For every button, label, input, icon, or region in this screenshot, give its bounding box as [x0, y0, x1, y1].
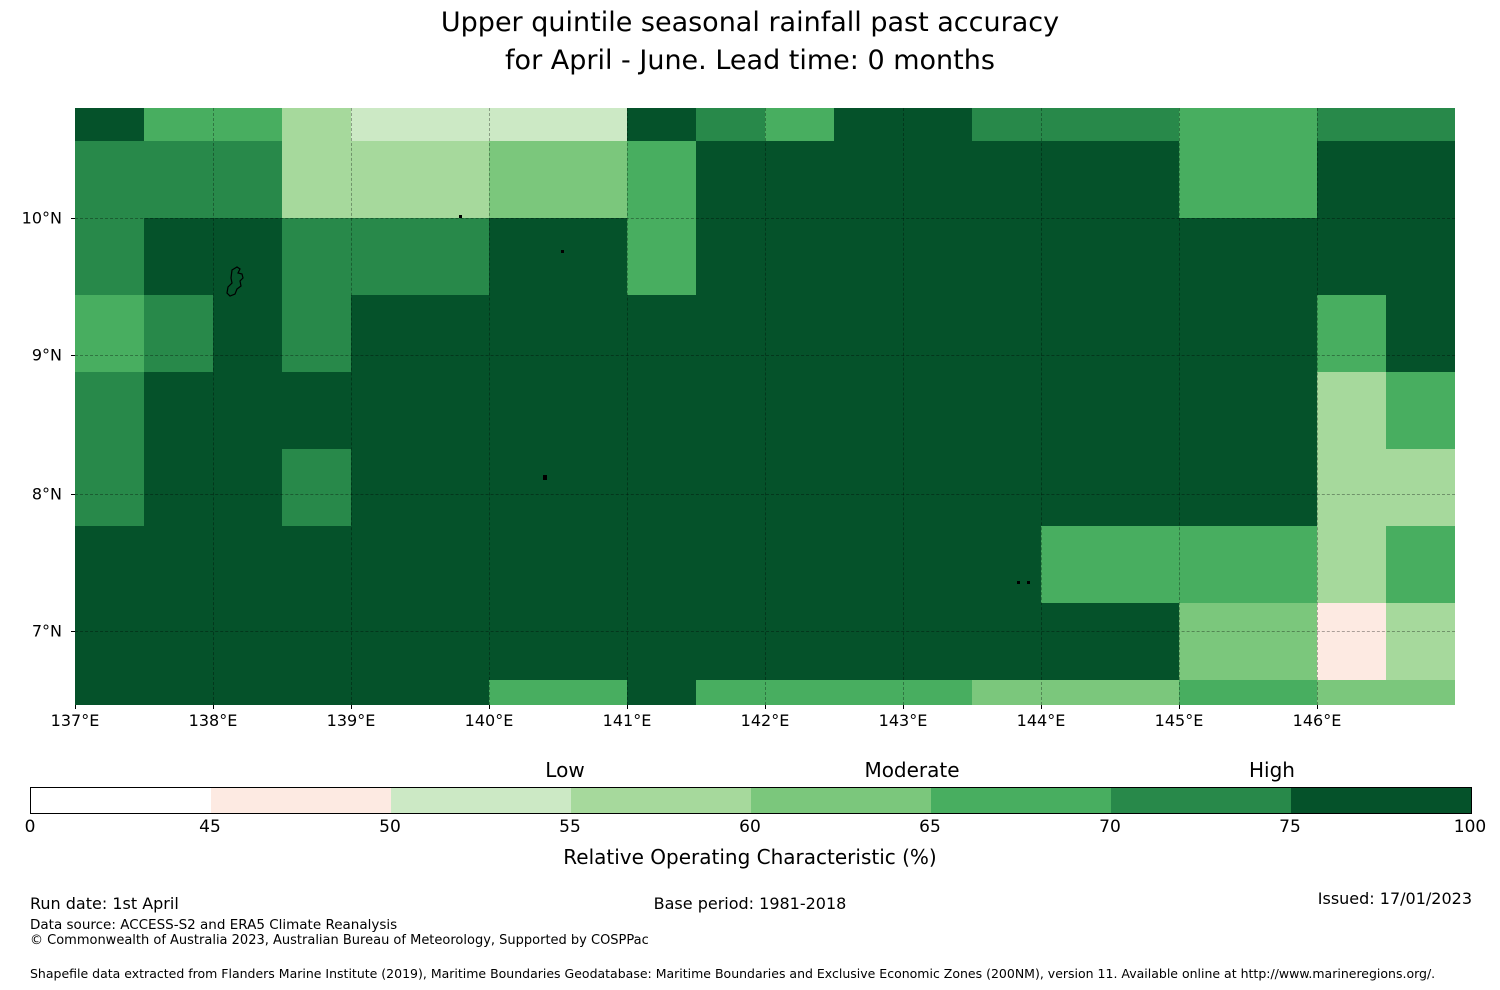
footer-copyright: © Commonwealth of Australia 2023, Austra… [30, 933, 649, 948]
footer-base-period: Base period: 1981-2018 [0, 894, 1500, 913]
colorbar-segment [1291, 788, 1471, 813]
x-tick-mark [213, 705, 214, 709]
island-mark [1017, 581, 1020, 584]
x-tick-mark [903, 705, 904, 709]
x-tick-label: 139°E [327, 711, 376, 730]
colorbar [30, 787, 1472, 814]
y-tick-mark [71, 494, 75, 495]
x-tick-label: 140°E [465, 711, 514, 730]
chart-title-line2: for April - June. Lead time: 0 months [0, 44, 1500, 78]
colorbar-tick-label: 100 [1454, 817, 1486, 837]
island-mark [561, 250, 564, 253]
y-tick-mark [71, 218, 75, 219]
x-tick-mark [1041, 705, 1042, 709]
colorbar-tick-label: 0 [25, 817, 36, 837]
colorbar-segment [31, 788, 211, 813]
x-tick-label: 144°E [1017, 711, 1066, 730]
x-tick-mark [765, 705, 766, 709]
x-tick-label: 141°E [603, 711, 652, 730]
colorbar-segment [211, 788, 391, 813]
chart-figure: Upper quintile seasonal rainfall past ac… [0, 0, 1500, 990]
palau-main-island [227, 267, 243, 296]
colorbar-tick-label: 45 [199, 817, 221, 837]
x-tick-label: 137°E [51, 711, 100, 730]
footer-shapefile-note: Shapefile data extracted from Flanders M… [30, 966, 1435, 981]
colorbar-category-low: Low [545, 758, 584, 782]
x-tick-label: 142°E [741, 711, 790, 730]
colorbar-category-moderate: Moderate [864, 758, 959, 782]
island-mark [459, 215, 462, 218]
y-tick-label: 9°N [8, 346, 62, 365]
colorbar-tick-label: 50 [379, 817, 401, 837]
chart-title-line1: Upper quintile seasonal rainfall past ac… [0, 6, 1500, 40]
colorbar-segment [931, 788, 1111, 813]
colorbar-tick-label: 70 [1099, 817, 1121, 837]
colorbar-segment [391, 788, 571, 813]
colorbar-tick-label: 60 [739, 817, 761, 837]
colorbar-axis-label: Relative Operating Characteristic (%) [0, 845, 1500, 869]
y-tick-label: 8°N [8, 485, 62, 504]
x-tick-mark [351, 705, 352, 709]
island-mark [1027, 581, 1030, 584]
y-tick-mark [71, 355, 75, 356]
x-tick-mark [1179, 705, 1180, 709]
y-tick-label: 7°N [8, 622, 62, 641]
colorbar-tick-label: 55 [559, 817, 581, 837]
x-tick-mark [627, 705, 628, 709]
x-tick-mark [1317, 705, 1318, 709]
x-tick-label: 146°E [1293, 711, 1342, 730]
y-tick-label: 10°N [8, 209, 62, 228]
island-shapes [75, 108, 1455, 705]
colorbar-category-high: High [1249, 758, 1295, 782]
colorbar-tick-label: 75 [1279, 817, 1301, 837]
island-mark [543, 475, 547, 480]
colorbar-tick-label: 65 [919, 817, 941, 837]
x-tick-mark [489, 705, 490, 709]
footer-issued-date: Issued: 17/01/2023 [1318, 889, 1472, 908]
map-canvas [75, 108, 1455, 705]
colorbar-segment [571, 788, 751, 813]
x-tick-label: 145°E [1155, 711, 1204, 730]
x-tick-mark [75, 705, 76, 709]
colorbar-segment [1111, 788, 1291, 813]
footer-data-source: Data source: ACCESS-S2 and ERA5 Climate … [30, 917, 397, 933]
colorbar-segment [751, 788, 931, 813]
x-tick-label: 143°E [879, 711, 928, 730]
y-tick-mark [71, 631, 75, 632]
x-tick-label: 138°E [189, 711, 238, 730]
